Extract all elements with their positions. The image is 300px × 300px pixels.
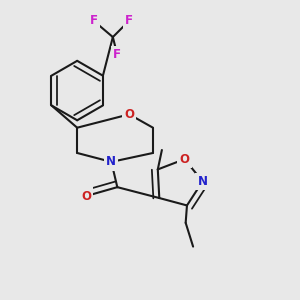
Text: N: N [198,175,208,188]
Text: N: N [106,155,116,168]
Text: F: F [125,14,133,27]
Text: O: O [124,108,134,121]
Text: O: O [81,190,91,202]
Text: F: F [113,48,121,62]
Text: O: O [179,153,190,166]
Text: F: F [89,14,98,27]
